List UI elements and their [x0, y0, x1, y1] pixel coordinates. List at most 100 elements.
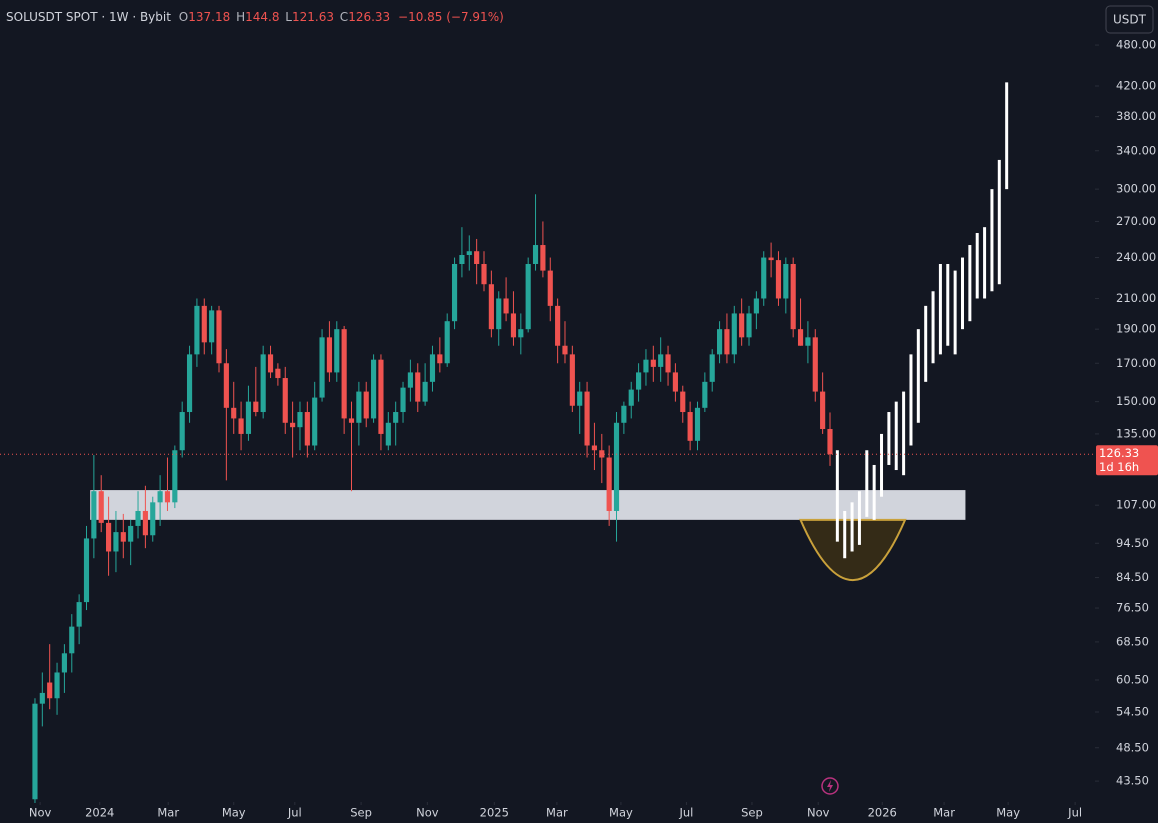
- candle-body: [584, 391, 590, 446]
- y-tick-label: 68.50: [1116, 634, 1149, 648]
- candle-body: [562, 345, 568, 355]
- projection-bar: [835, 450, 839, 542]
- candle-body: [628, 389, 634, 406]
- candle-body: [32, 703, 38, 800]
- candle-body: [393, 412, 399, 423]
- currency-button[interactable]: USDT: [1105, 5, 1154, 34]
- x-tick-label: Nov: [416, 806, 439, 820]
- candle-body: [731, 313, 737, 355]
- candle-body: [253, 401, 259, 413]
- candle-body: [724, 329, 730, 355]
- projection-bar: [1005, 82, 1009, 190]
- ohlc-value: 144.8: [245, 10, 279, 24]
- y-tick-label: 107.00: [1116, 498, 1156, 512]
- candle-body: [790, 264, 796, 330]
- support-zone: [90, 490, 966, 520]
- candle-body: [422, 381, 428, 402]
- candle-body: [481, 264, 487, 285]
- candle-body: [812, 337, 818, 392]
- icon-ring[interactable]: [821, 777, 839, 795]
- candle-body: [54, 672, 60, 699]
- candle-body: [304, 412, 310, 446]
- y-tick-label: 210.00: [1116, 291, 1156, 305]
- projection-bar: [983, 227, 987, 299]
- candle-body: [201, 305, 207, 343]
- candle-body: [363, 391, 369, 419]
- candle-body: [415, 372, 421, 402]
- y-tick-label: 60.50: [1116, 672, 1149, 686]
- candle-body: [334, 329, 340, 373]
- candle-body: [209, 310, 215, 343]
- alert-icon[interactable]: [821, 777, 839, 795]
- candle-body: [540, 245, 546, 271]
- projection-bar: [894, 401, 898, 471]
- x-tick-label: Sep: [350, 806, 372, 820]
- y-tick-label: 150.00: [1116, 394, 1156, 408]
- currency-box[interactable]: [1105, 5, 1154, 34]
- projection-bar: [850, 502, 854, 552]
- x-tick-label: Jul: [679, 806, 694, 820]
- candle-body: [503, 298, 509, 314]
- candle-body: [400, 387, 406, 413]
- y-tick-label: 270.00: [1116, 214, 1156, 228]
- candle-body: [348, 418, 355, 423]
- y-tick-label: 300.00: [1116, 182, 1156, 196]
- candle-body: [694, 407, 701, 441]
- candle-body: [83, 538, 90, 603]
- candle-body: [98, 491, 104, 523]
- projection-bar: [953, 270, 957, 355]
- candle-body: [702, 381, 708, 408]
- candle-body: [371, 359, 377, 419]
- y-tick-label: 190.00: [1116, 322, 1156, 336]
- candle-body: [569, 354, 575, 406]
- candle-body: [577, 391, 583, 406]
- projection-bar: [843, 510, 847, 559]
- candle-body: [128, 525, 134, 542]
- candle-body: [172, 450, 178, 503]
- candle-body: [356, 391, 362, 423]
- y-tick-label: 76.50: [1116, 601, 1149, 615]
- candle-body: [672, 372, 678, 392]
- y-tick-label: 340.00: [1116, 143, 1156, 157]
- candle-body: [613, 422, 620, 511]
- candle-body: [260, 354, 266, 413]
- currency-label[interactable]: USDT: [1113, 13, 1147, 27]
- candle-body: [797, 329, 804, 346]
- candle-body: [437, 354, 443, 364]
- candle-body: [466, 251, 472, 256]
- candle-body: [555, 305, 561, 346]
- candle-body: [547, 270, 553, 306]
- candle-body: [429, 354, 436, 382]
- last-price-box: [1096, 445, 1158, 476]
- header: SOLUSDT SPOT · 1W · Bybit O137.18 H144.8…: [6, 10, 504, 24]
- projection-bar: [931, 291, 935, 364]
- candle-body: [69, 626, 75, 654]
- projection-bar: [902, 391, 906, 476]
- candle-body: [459, 255, 465, 265]
- x-tick-label: Jul: [287, 806, 302, 820]
- y-tick-label: 94.50: [1116, 536, 1149, 550]
- candle-body: [61, 653, 67, 673]
- projection-bar: [960, 257, 964, 330]
- x-tick-label: Nov: [807, 806, 830, 820]
- candle-body: [753, 298, 759, 314]
- icon-bolt[interactable]: [827, 780, 833, 792]
- candle-body: [290, 422, 296, 428]
- x-tick-label: May: [996, 806, 1020, 820]
- candle-body: [312, 397, 318, 446]
- candle-body: [91, 491, 97, 539]
- x-tick-label: Mar: [933, 806, 955, 820]
- candle-body: [39, 692, 45, 704]
- projection-bar: [968, 245, 972, 322]
- ohlc-label: O: [179, 10, 188, 24]
- projection-bar: [887, 412, 891, 465]
- plot-area: 480.00 420.00 380.00 340.00 300.00 270.00 240.…: [0, 38, 1158, 820]
- projection-bar: [990, 189, 994, 292]
- candle-body: [179, 412, 185, 451]
- x-tick-label: May: [609, 806, 633, 820]
- y-tick-label: 480.00: [1116, 38, 1156, 52]
- candle-body: [267, 354, 274, 373]
- candle-body: [591, 445, 598, 451]
